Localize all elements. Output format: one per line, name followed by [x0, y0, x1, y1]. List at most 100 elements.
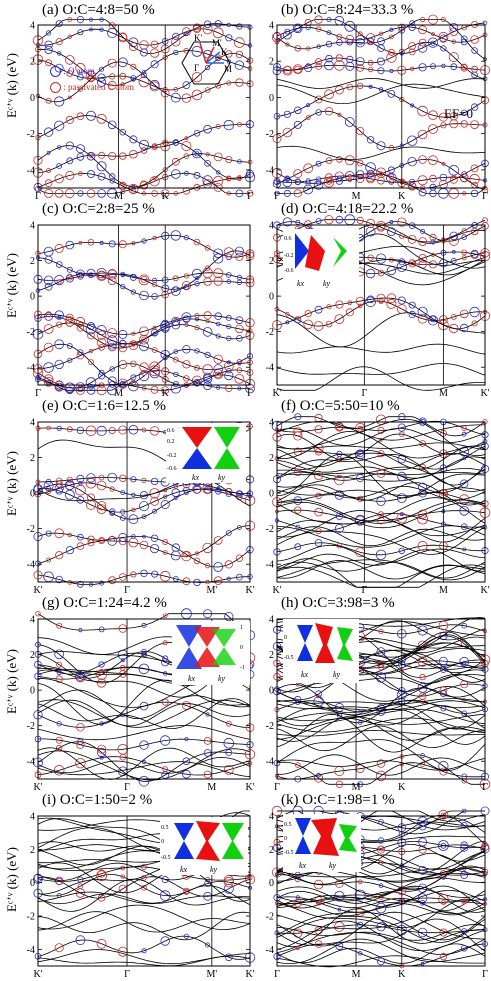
band-line [276, 708, 486, 724]
y-tick-label: 4 [269, 615, 274, 626]
band-line [276, 911, 485, 947]
c-atom-projection [129, 149, 138, 159]
o-atom-projection [131, 534, 136, 539]
c-atom-projection [461, 898, 467, 904]
o-atom-projection [354, 889, 366, 901]
o-atom-projection [131, 273, 136, 279]
o-atom-projection [365, 296, 376, 308]
c-atom-projection [440, 899, 446, 905]
c-atom-projection [54, 381, 65, 391]
c-atom-projection [87, 238, 95, 246]
c-atom-projection [162, 539, 169, 546]
c-atom-projection [293, 169, 303, 179]
c-atom-projection [397, 304, 407, 314]
c-atom-projection [335, 780, 344, 788]
c-atom-projection [430, 252, 436, 257]
inset-tick: 0 [284, 836, 287, 842]
c-atom-projection [46, 425, 51, 431]
band-line [276, 221, 486, 243]
inset-axis-kx: kx [301, 670, 309, 679]
band-line [276, 526, 486, 555]
o-atom-projection [397, 296, 406, 305]
o-atom-projection [223, 119, 235, 131]
plot-frame [276, 224, 486, 386]
c-atom-projection [119, 573, 127, 581]
c-atom-projection [55, 38, 63, 46]
o-atom-projection [215, 333, 221, 339]
o-atom-projection [139, 701, 149, 711]
inset-axis-kx: kx [299, 861, 307, 870]
c-atom-projection [438, 893, 449, 905]
o-atom-projection [460, 870, 469, 879]
o-atom-projection [460, 35, 468, 43]
c-atom-projection [377, 426, 385, 434]
band-line [277, 549, 486, 572]
o-atom-projection [77, 73, 84, 81]
c-atom-projection [420, 16, 426, 23]
o-atom-projection [214, 20, 222, 28]
legend-c-marker [50, 82, 61, 94]
x-tick-label: K' [272, 585, 281, 596]
o-atom-projection [76, 269, 85, 279]
o-atom-projection [109, 510, 115, 516]
c-atom-projection [378, 31, 384, 36]
o-atom-projection [65, 240, 75, 250]
c-atom-projection [396, 512, 408, 524]
inset-tick: 0.6 [167, 428, 175, 434]
c-atom-projection [46, 557, 52, 563]
o-atom-projection [471, 47, 478, 54]
o-atom-projection [459, 479, 469, 488]
x-tick-label: M [114, 388, 123, 399]
c-atom-projection [77, 86, 84, 92]
o-atom-projection [283, 189, 291, 197]
band-line [276, 943, 486, 967]
o-atom-projection [224, 371, 234, 381]
c-atom-projection [388, 48, 395, 56]
c-atom-projection [314, 507, 323, 517]
o-atom-projection [283, 30, 292, 40]
c-atom-projection [461, 898, 467, 905]
y-tick-label: 2 [30, 453, 35, 464]
o-atom-projection [54, 382, 64, 392]
o-atom-projection [119, 515, 126, 521]
c-atom-projection [96, 678, 107, 688]
c-atom-projection [120, 82, 125, 87]
c-atom-projection [469, 173, 480, 185]
c-atom-projection [205, 152, 210, 157]
c-atom-projection [77, 321, 84, 328]
o-atom-projection [140, 569, 148, 577]
band-line [37, 483, 251, 520]
o-atom-projection [294, 413, 302, 421]
c-atom-projection [344, 155, 355, 166]
c-atom-projection [418, 237, 428, 247]
band-plot-c: Γ M K Γ 4 2 0 -2 -4 [27, 221, 255, 399]
o-atom-projection [181, 312, 192, 323]
band-line [276, 466, 486, 492]
o-atom-projection [76, 426, 85, 434]
c-atom-projection [375, 167, 387, 178]
c-atom-projection [325, 177, 333, 185]
band-line [276, 501, 486, 529]
c-atom-projection [67, 17, 73, 22]
o-atom-projection [406, 135, 418, 146]
o-atom-projection [119, 339, 127, 348]
c-atom-projection [56, 279, 62, 285]
y-tick-label: 4 [30, 615, 35, 626]
o-atom-projection [86, 473, 96, 483]
inset-cone-green [212, 629, 236, 665]
o-atom-projection [205, 942, 211, 948]
o-atom-projection [64, 480, 75, 491]
c-atom-projection [451, 39, 456, 44]
o-atom-projection [138, 776, 150, 787]
c-atom-projection [45, 97, 52, 104]
o-atom-projection [99, 17, 104, 22]
band-line [276, 26, 486, 43]
y-tick-label: -4 [27, 165, 35, 176]
y-tick-label: -2 [27, 912, 35, 923]
band-line [276, 918, 486, 952]
c-atom-projection [439, 767, 448, 776]
o-atom-projection [98, 369, 105, 376]
o-atom-projection [354, 514, 366, 526]
o-atom-projection [429, 315, 437, 323]
band-line [276, 868, 486, 878]
